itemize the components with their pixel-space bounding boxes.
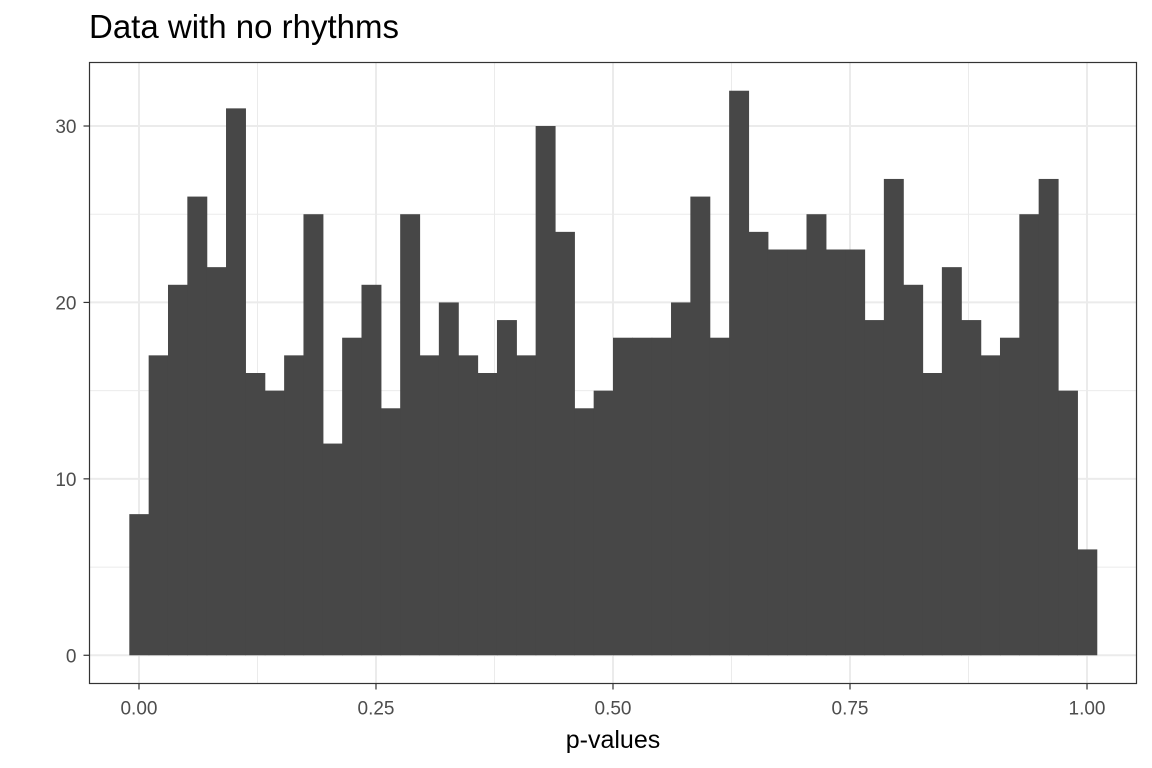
histogram-bar [206, 267, 227, 656]
histogram-bar [496, 320, 517, 656]
histogram-bar [961, 320, 982, 656]
x-axis-title: p-values [566, 726, 661, 754]
histogram-bar [284, 355, 305, 656]
histogram-bar [787, 249, 808, 656]
histogram-bar [264, 390, 285, 656]
histogram-bar [613, 337, 633, 656]
x-tick-label: 0.50 [595, 699, 632, 720]
x-tick-label: 1.00 [1069, 699, 1106, 720]
histogram-bar [748, 231, 769, 656]
histogram-bar [1038, 178, 1059, 656]
histogram-bar [167, 284, 188, 656]
histogram-bar [245, 373, 266, 656]
histogram-bar [477, 373, 498, 656]
histogram-bar [1077, 549, 1098, 656]
histogram-bar [380, 408, 401, 656]
histogram-bar [632, 337, 653, 656]
histogram-bar [651, 337, 672, 656]
histogram-bar [922, 373, 943, 656]
histogram-bar [419, 355, 440, 656]
histogram-bar [458, 355, 479, 656]
histogram-bar [129, 514, 150, 656]
y-tick-label: 0 [66, 646, 77, 667]
histogram-bar [187, 196, 208, 656]
histogram-bar [690, 196, 711, 656]
histogram-bar [671, 302, 691, 656]
histogram-bar [980, 355, 1001, 656]
histogram-bar [845, 249, 866, 656]
histogram-bar [593, 390, 614, 656]
histogram-bar [342, 337, 363, 656]
histogram-bar [729, 90, 750, 656]
histogram-bar [554, 231, 575, 656]
chart-title: Data with no rhythms [89, 8, 399, 45]
histogram-bar [226, 108, 246, 656]
x-tick-label: 0.75 [832, 699, 869, 720]
x-tick-label: 0.25 [358, 699, 395, 720]
histogram-bar [903, 284, 924, 656]
histogram-bar [322, 443, 343, 656]
x-tick-label: 0.00 [120, 699, 157, 720]
histogram-bars [129, 90, 1098, 656]
histogram-bar [999, 337, 1020, 656]
histogram-bar [767, 249, 788, 656]
y-tick-label: 30 [55, 117, 76, 138]
histogram-bar [1058, 390, 1078, 656]
histogram-bar [806, 214, 827, 656]
histogram-bar [438, 302, 459, 656]
histogram-bar [516, 355, 537, 656]
histogram-bar [574, 408, 595, 656]
histogram-bar [941, 267, 962, 656]
x-axis: 0.00 0.25 0.50 0.75 1.00 [120, 683, 1106, 720]
y-axis: 0 10 20 30 [55, 117, 90, 667]
histogram-bar [303, 214, 324, 656]
y-tick-label: 20 [55, 293, 76, 314]
histogram-bar [361, 284, 382, 656]
histogram-bar [400, 214, 421, 656]
histogram-bar [825, 249, 846, 656]
histogram-bar [1019, 214, 1040, 656]
histogram-bar [883, 178, 904, 656]
histogram-bar [148, 355, 169, 656]
histogram-bar [535, 126, 556, 656]
y-tick-label: 10 [55, 470, 76, 491]
histogram-bar [864, 320, 885, 656]
histogram-bar [709, 337, 730, 656]
